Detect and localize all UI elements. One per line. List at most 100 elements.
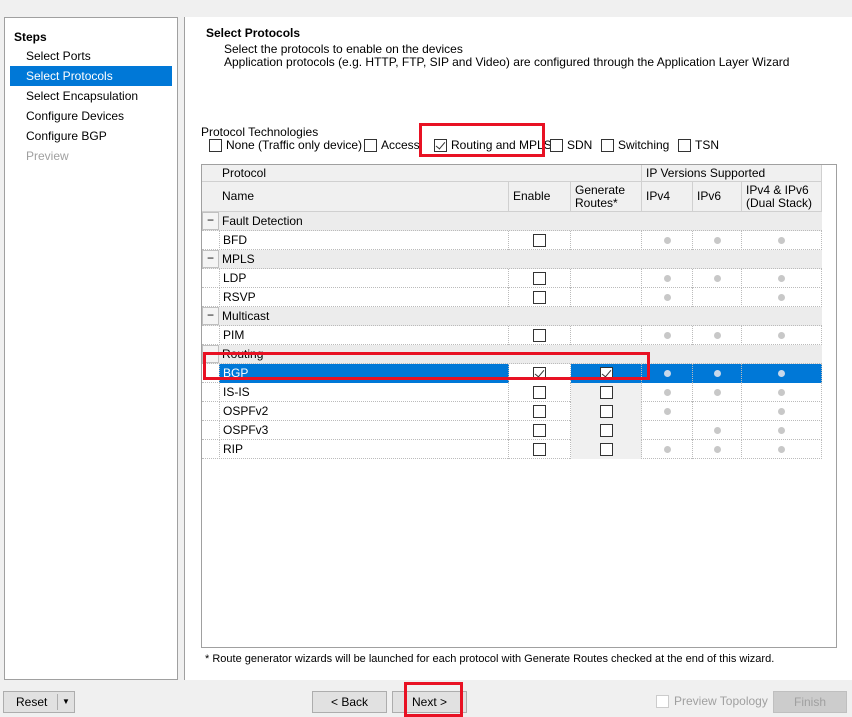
preview-topology-checkbox[interactable]: Preview Topology <box>656 694 768 708</box>
supported-dot-icon <box>713 446 721 453</box>
header-name[interactable]: Name <box>202 182 509 212</box>
generate-routes-checkbox[interactable] <box>599 386 613 399</box>
generate-routes-checkbox[interactable] <box>599 443 613 456</box>
supported-dot-icon <box>713 332 721 339</box>
tech-option[interactable]: Routing and MPLS <box>434 138 552 152</box>
group-label: Fault Detection <box>222 214 303 228</box>
tech-option[interactable]: SDN <box>550 138 592 152</box>
dual-cell <box>742 326 822 345</box>
enable-checkbox[interactable] <box>533 291 546 304</box>
enable-checkbox[interactable] <box>533 272 546 285</box>
checkbox-icon <box>550 138 563 152</box>
tech-option-label: None (Traffic only device) <box>226 138 363 152</box>
reset-button[interactable]: Reset ▼ <box>3 691 75 713</box>
protocol-row[interactable]: LDP <box>202 269 822 288</box>
header-enable[interactable]: Enable <box>509 182 571 212</box>
protocol-name: RIP <box>219 440 509 459</box>
enable-cell[interactable] <box>509 383 571 402</box>
generate-routes-checkbox[interactable] <box>599 424 613 437</box>
tech-option-label: Routing and MPLS <box>451 138 552 152</box>
collapse-icon[interactable]: − <box>202 212 219 230</box>
enable-checkbox[interactable] <box>533 443 546 456</box>
checkbox-icon <box>209 138 222 152</box>
step-item[interactable]: Preview <box>26 149 69 163</box>
protocol-row[interactable]: RSVP <box>202 288 822 307</box>
next-button[interactable]: Next > <box>392 691 467 713</box>
enable-cell[interactable] <box>509 231 571 250</box>
generate-routes-checkbox[interactable] <box>599 405 613 418</box>
enable-cell[interactable] <box>509 440 571 459</box>
protocol-name: LDP <box>219 269 509 288</box>
protocol-row[interactable]: OSPFv2 <box>202 402 822 421</box>
protocol-row[interactable]: IS-IS <box>202 383 822 402</box>
supported-dot-icon <box>713 237 721 244</box>
step-item[interactable]: Select Ports <box>26 49 91 63</box>
header-generate-routes[interactable]: Generate Routes* <box>571 182 642 212</box>
ipv4-cell <box>642 288 693 307</box>
step-item[interactable]: Configure Devices <box>26 109 125 123</box>
supported-dot-icon <box>663 408 671 415</box>
tech-option[interactable]: Access <box>364 138 420 152</box>
ipv6-cell <box>693 269 742 288</box>
supported-dot-icon <box>663 237 671 244</box>
finish-button[interactable]: Finish <box>773 691 847 713</box>
enable-cell[interactable] <box>509 269 571 288</box>
protocol-name: PIM <box>219 326 509 345</box>
enable-checkbox[interactable] <box>533 424 546 437</box>
ipv4-cell <box>642 231 693 250</box>
highlight-routing-mpls <box>419 123 545 157</box>
header-ipv4[interactable]: IPv4 <box>642 182 693 212</box>
enable-cell[interactable] <box>509 421 571 440</box>
protocol-row[interactable]: BFD <box>202 231 822 250</box>
supported-dot-icon <box>713 427 721 434</box>
ipv4-cell <box>642 421 693 440</box>
enable-checkbox[interactable] <box>533 329 546 342</box>
enable-checkbox[interactable] <box>533 405 546 418</box>
generate-cell[interactable] <box>571 383 642 402</box>
ipv6-cell <box>693 364 742 383</box>
checkbox-icon <box>364 138 377 152</box>
collapse-icon[interactable]: − <box>202 307 219 325</box>
enable-checkbox[interactable] <box>533 386 546 399</box>
supported-dot-icon <box>778 332 785 339</box>
protocol-row[interactable]: PIM <box>202 326 822 345</box>
protocol-row[interactable]: OSPFv3 <box>202 421 822 440</box>
step-item[interactable]: Select Protocols <box>10 66 172 86</box>
supported-dot-icon <box>778 294 785 301</box>
supported-dot-icon <box>778 446 785 453</box>
supported-dot-icon <box>778 275 785 282</box>
ipv4-cell <box>642 364 693 383</box>
enable-cell[interactable] <box>509 326 571 345</box>
generate-cell[interactable] <box>571 421 642 440</box>
header-ipv6[interactable]: IPv6 <box>693 182 742 212</box>
protocol-row[interactable]: RIP <box>202 440 822 459</box>
generate-cell <box>571 231 642 250</box>
enable-cell[interactable] <box>509 288 571 307</box>
tech-option[interactable]: TSN <box>678 138 719 152</box>
supported-dot-icon <box>778 370 785 377</box>
group-row[interactable]: − Multicast <box>202 307 822 326</box>
step-item[interactable]: Configure BGP <box>26 129 107 143</box>
collapse-icon[interactable]: − <box>202 250 219 268</box>
header-dual-stack[interactable]: IPv4 & IPv6 (Dual Stack) <box>742 182 822 212</box>
enable-checkbox[interactable] <box>533 234 546 247</box>
reset-label: Reset <box>16 695 48 709</box>
group-row[interactable]: − Fault Detection <box>202 212 822 231</box>
supported-dot-icon <box>663 370 671 377</box>
ipv4-cell <box>642 269 693 288</box>
step-item[interactable]: Select Encapsulation <box>26 89 139 103</box>
supported-dot-icon <box>663 389 671 396</box>
generate-cell[interactable] <box>571 440 642 459</box>
tech-option[interactable]: None (Traffic only device) <box>209 138 362 152</box>
dropdown-arrow-icon[interactable]: ▼ <box>57 694 74 710</box>
generate-cell <box>571 269 642 288</box>
tech-option[interactable]: Switching <box>601 138 669 152</box>
checkbox-icon <box>434 138 447 152</box>
group-row[interactable]: − MPLS <box>202 250 822 269</box>
enable-cell[interactable] <box>509 402 571 421</box>
supported-dot-icon <box>713 370 721 377</box>
group-label: MPLS <box>222 252 255 266</box>
generate-cell[interactable] <box>571 402 642 421</box>
back-button[interactable]: < Back <box>312 691 387 713</box>
checkbox-icon <box>601 138 614 152</box>
